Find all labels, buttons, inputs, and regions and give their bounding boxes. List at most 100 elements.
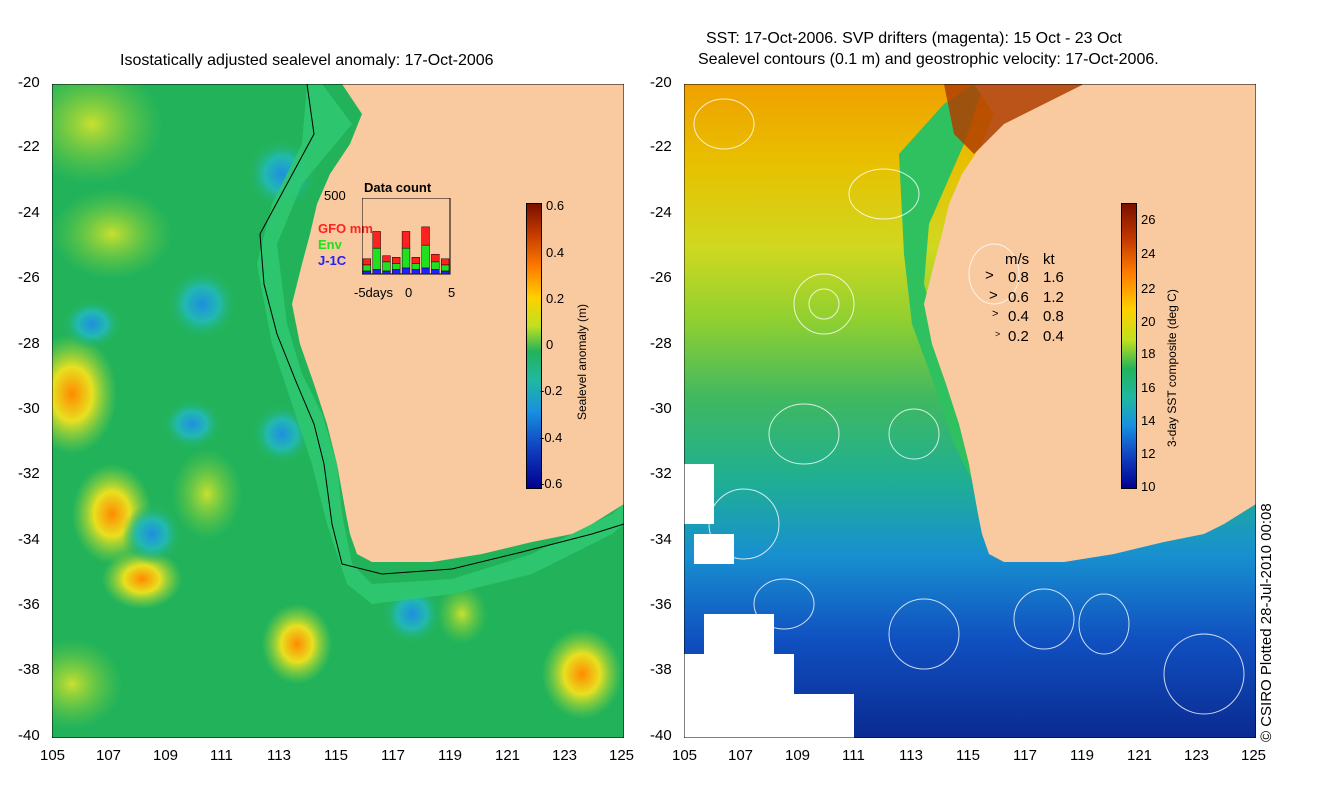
sst-colorbar-label: 14 <box>1141 413 1156 428</box>
warm-coastal-current <box>899 84 994 494</box>
data-count-bar-gfo <box>411 257 420 264</box>
speed-legend-kt: 1.2 <box>1043 289 1064 306</box>
left-lon-label: 109 <box>153 747 179 764</box>
data-count-bar-j1c <box>362 270 372 275</box>
sst-colorbar-label: 12 <box>1141 446 1156 461</box>
left-lon-label: 115 <box>324 747 348 764</box>
sealevel-colorbar-label: 0.2 <box>546 291 565 306</box>
sst-colorbar-title: 3-day SST composite (deg C) <box>1165 289 1179 447</box>
left-lat-label: -20 <box>18 74 40 91</box>
sst-map <box>684 84 1256 738</box>
data-count-bar-env <box>401 247 411 269</box>
data-count-bar-env <box>421 244 430 269</box>
speed-arrow-icon: > <box>995 329 1001 339</box>
sst-colorbar <box>1121 203 1137 489</box>
sst-colorbar-label: 22 <box>1141 281 1156 296</box>
left-lon-label: 117 <box>381 747 405 764</box>
left-lat-label: -38 <box>18 661 40 678</box>
left-lat-label: -26 <box>18 269 40 286</box>
data-count-bar-env <box>382 261 391 272</box>
sealevel-contours <box>693 98 1245 715</box>
data-count-bar-j1c <box>401 267 411 275</box>
sealevel-colorbar-label: 0 <box>546 337 554 352</box>
data-count-chart <box>362 198 451 275</box>
right-lat-label: -36 <box>650 596 672 613</box>
data-count-bar-env <box>372 247 381 270</box>
data-count-bar-gfo <box>421 226 430 246</box>
left-lon-label: 119 <box>438 747 462 764</box>
right-lat-label: -26 <box>650 269 672 286</box>
left-lon-label: 105 <box>40 747 66 764</box>
data-count-ymax: 500 <box>324 188 346 203</box>
data-count-bar-j1c <box>421 267 430 275</box>
sst-colorbar-label: 16 <box>1141 380 1156 395</box>
speed-arrow-icon: > <box>985 267 994 284</box>
data-count-bar-j1c <box>392 269 401 275</box>
sealevel-colorbar-label: 0.4 <box>546 245 565 260</box>
data-count-bar-env <box>411 263 420 270</box>
speed-arrow-icon: > <box>992 308 999 320</box>
right-lon-label: 105 <box>672 747 698 764</box>
right-lon-label: 117 <box>1013 747 1037 764</box>
right-lat-label: -34 <box>650 531 672 548</box>
right-lon-label: 115 <box>956 747 980 764</box>
sealevel-colorbar-label: -0.6 <box>540 476 563 491</box>
right-lat-label: -40 <box>650 727 672 744</box>
left-lat-label: -22 <box>18 138 40 155</box>
sealevel-colorbar-label: 0.6 <box>546 198 565 213</box>
data-count-bar-env <box>362 264 372 272</box>
left-lon-label: 111 <box>210 747 233 764</box>
left-map-title: Isostatically adjusted sealevel anomaly:… <box>120 52 494 69</box>
right-lat-label: -22 <box>650 138 672 155</box>
speed-legend-header-kt: kt <box>1043 251 1055 268</box>
data-count-bar-gfo <box>401 231 411 249</box>
right-lon-label: 111 <box>842 747 865 764</box>
data-count-bar-env <box>431 261 440 270</box>
left-lat-label: -30 <box>18 400 40 417</box>
right-lat-label: -20 <box>650 74 672 91</box>
right-lat-label: -32 <box>650 465 672 482</box>
data-count-bar-j1c <box>411 269 420 275</box>
right-lon-label: 119 <box>1070 747 1094 764</box>
data-count-bar-gfo <box>431 253 440 263</box>
left-lat-label: -36 <box>18 596 40 613</box>
speed-legend-ms: 0.2 <box>1008 328 1029 345</box>
speed-legend-ms: 0.6 <box>1008 289 1029 306</box>
speed-legend-ms: 0.4 <box>1008 308 1029 325</box>
right-lon-label: 109 <box>785 747 811 764</box>
left-lon-label: 121 <box>495 747 521 764</box>
speed-legend-ms: 0.8 <box>1008 269 1029 286</box>
sst-colorbar-label: 26 <box>1141 212 1156 227</box>
right-lat-label: -30 <box>650 400 672 417</box>
data-count-bar-gfo <box>440 258 450 266</box>
legend-j1c: J-1C <box>318 253 347 268</box>
data-count-bar-j1c <box>431 269 440 275</box>
sst-colorbar-label: 18 <box>1141 346 1156 361</box>
data-count-bar-gfo <box>362 258 372 266</box>
data-count-title: Data count <box>364 180 432 195</box>
left-lon-label: 107 <box>96 747 122 764</box>
sealevel-colorbar-label: -0.2 <box>540 383 563 398</box>
right-lon-label: 107 <box>728 747 754 764</box>
left-lon-label: 125 <box>609 747 635 764</box>
left-lat-label: -28 <box>18 335 40 352</box>
data-count-bar-env <box>392 263 401 270</box>
data-count-bar-gfo <box>392 257 401 264</box>
speed-legend-kt: 0.4 <box>1043 328 1064 345</box>
right-lat-label: -24 <box>650 204 672 221</box>
right-lon-label: 125 <box>1241 747 1267 764</box>
copyright-notice: © CSIRO Plotted 28-Jul-2010 00:08 <box>1258 503 1275 742</box>
speed-legend-kt: 0.8 <box>1043 308 1064 325</box>
data-count-bar-j1c <box>372 269 381 275</box>
speed-arrow-icon: > <box>989 287 998 304</box>
right-lon-label: 123 <box>1184 747 1210 764</box>
sealevel-colorbar-label: -0.4 <box>540 430 563 445</box>
left-lon-label: 123 <box>552 747 578 764</box>
left-lat-label: -34 <box>18 531 40 548</box>
speed-legend-kt: 1.6 <box>1043 269 1064 286</box>
right-map-title-line1: SST: 17-Oct-2006. SVP drifters (magenta)… <box>706 30 1122 47</box>
right-lon-label: 113 <box>899 747 923 764</box>
coastline-land <box>924 84 1256 562</box>
sealevel-colorbar-title: Sealevel anomaly (m) <box>575 303 589 420</box>
data-count-x0: 0 <box>405 285 413 300</box>
